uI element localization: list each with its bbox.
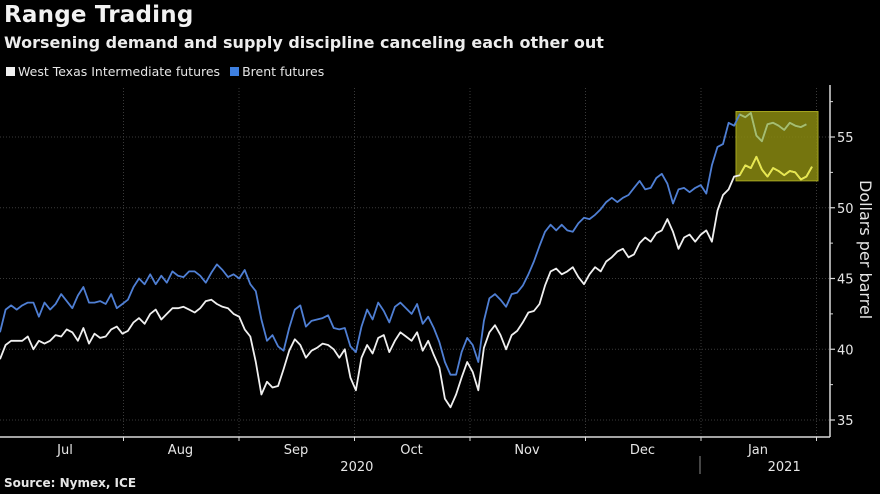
chart-title: Range Trading <box>4 2 194 28</box>
x-tick-label: Oct <box>400 443 422 458</box>
grid <box>0 88 830 437</box>
y-tick-label: 55 <box>837 131 854 146</box>
legend-item-wti: West Texas Intermediate futures <box>6 64 220 79</box>
y-tick-labels: 35 40 45 50 55 <box>837 131 854 429</box>
x-tick-label: Dec <box>630 443 655 458</box>
x-year-label: 2021 <box>768 460 801 475</box>
x-tick-label: Sep <box>284 443 309 458</box>
y-axis-label: Dollars per barrel <box>856 180 875 319</box>
series-line-highlight-wti <box>738 155 813 181</box>
y-tick-label: 35 <box>837 414 854 429</box>
x-tick-label: Jul <box>56 443 73 458</box>
series-line-wti <box>0 155 813 409</box>
x-tick-label: Jan <box>747 443 768 458</box>
axes <box>0 85 835 474</box>
chart-subtitle: Worsening demand and supply discipline c… <box>4 33 604 52</box>
series-line-highlight-brent <box>739 112 807 143</box>
legend-swatch-brent <box>230 67 240 76</box>
source-note: Source: Nymex, ICE <box>4 476 137 490</box>
x-year-label: 2020 <box>340 460 373 475</box>
legend-label-brent: Brent futures <box>242 64 325 79</box>
x-tick-label: Aug <box>168 443 193 458</box>
x-tick-label: Nov <box>514 443 540 458</box>
legend: West Texas Intermediate futures Brent fu… <box>6 64 334 79</box>
legend-swatch-wti <box>6 67 15 76</box>
legend-item-brent: Brent futures <box>230 64 324 79</box>
series-line-brent <box>0 112 807 376</box>
legend-label-wti: West Texas Intermediate futures <box>18 64 221 79</box>
y-tick-label: 40 <box>837 343 854 358</box>
series-lines <box>0 112 813 409</box>
y-tick-label: 45 <box>837 273 854 288</box>
x-tick-labels: Jul Aug Sep Oct Nov Dec Jan 2020 2021 <box>56 443 801 475</box>
y-tick-label: 50 <box>837 202 854 217</box>
